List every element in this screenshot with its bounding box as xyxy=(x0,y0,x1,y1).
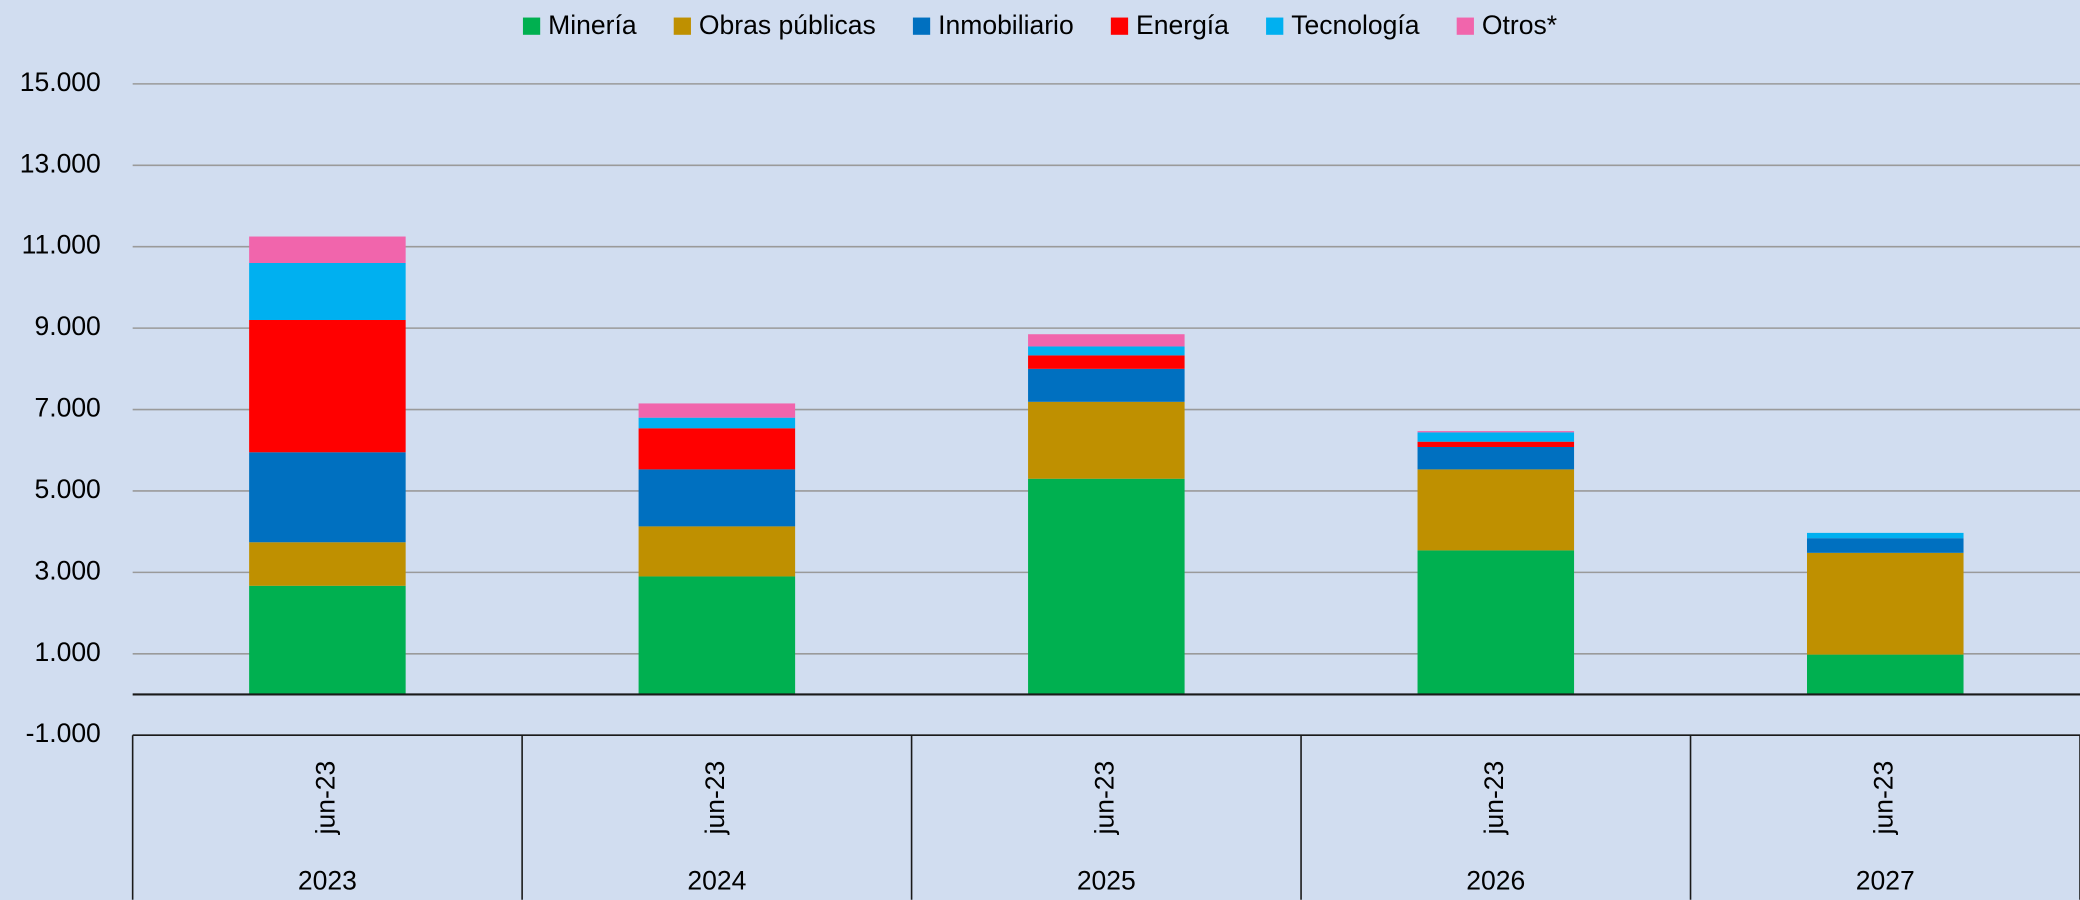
bar-segment xyxy=(1806,552,1964,655)
legend-swatch xyxy=(522,17,541,35)
y-tick-label: 15.000 xyxy=(20,67,101,97)
bar-segment xyxy=(638,526,796,577)
x-tick-label: 2023 xyxy=(298,865,357,895)
bar-segment xyxy=(1417,432,1575,442)
bar-segment xyxy=(638,576,796,695)
x-tick-label: 2024 xyxy=(687,865,746,895)
legend-label: Obras públicas xyxy=(699,10,876,40)
x-tick-label: 2027 xyxy=(1856,865,1915,895)
bar-segment xyxy=(638,469,796,527)
x-tick-label: 2025 xyxy=(1077,865,1136,895)
legend-swatch xyxy=(1456,17,1474,35)
bar-segment xyxy=(249,319,406,453)
y-tick-label: 7.000 xyxy=(34,393,100,423)
legend-label: Energía xyxy=(1136,10,1229,40)
bar-segment xyxy=(249,585,406,695)
y-tick-label: 3.000 xyxy=(34,555,100,585)
bar-segment xyxy=(1028,334,1185,347)
bar-segment xyxy=(1806,538,1964,553)
x-subcategory-label: jun-23 xyxy=(310,761,340,836)
legend-swatch xyxy=(1110,17,1129,35)
legend-label: Minería xyxy=(548,10,637,40)
bar-segment xyxy=(1417,446,1575,470)
x-subcategory-label: jun-23 xyxy=(1479,761,1509,836)
legend-label: Inmobiliario xyxy=(938,10,1074,40)
x-subcategory-label: jun-23 xyxy=(700,761,730,836)
legend-label: Otros* xyxy=(1482,10,1557,40)
bar-segment xyxy=(1028,355,1185,369)
bar-segment xyxy=(1806,654,1964,695)
bar-segment xyxy=(249,236,406,263)
legend-swatch xyxy=(673,17,691,35)
y-tick-label: 11.000 xyxy=(22,230,101,260)
bar-segment xyxy=(638,403,796,418)
bar-segment xyxy=(1417,441,1575,447)
bar-segment xyxy=(1028,401,1185,479)
bar-segment xyxy=(1028,478,1185,695)
legend-label: Tecnología xyxy=(1291,10,1420,40)
y-tick-label: 5.000 xyxy=(34,474,100,504)
legend-swatch xyxy=(912,17,931,35)
y-tick-label: -1.000 xyxy=(26,718,101,748)
bar-segment xyxy=(638,428,796,470)
bar-segment xyxy=(1028,346,1185,356)
y-tick-label: 1.000 xyxy=(34,637,100,667)
bar-segment xyxy=(638,417,796,429)
bar-segment xyxy=(1417,431,1575,433)
legend: Minería Obras públicas Inmobiliario Energía… xyxy=(522,10,1557,40)
legend-swatch xyxy=(1266,17,1284,35)
bar-segment xyxy=(1028,368,1185,402)
y-tick-label: 9.000 xyxy=(34,311,100,341)
bar-segment xyxy=(1417,550,1575,695)
bar-segment xyxy=(1806,532,1964,539)
bar-segment xyxy=(1417,469,1575,551)
x-tick-label: 2026 xyxy=(1466,865,1525,895)
x-subcategory-label: jun-23 xyxy=(1089,761,1119,836)
x-subcategory-label: jun-23 xyxy=(1868,761,1898,836)
y-tick-label: 13.000 xyxy=(20,148,101,178)
bar-segment xyxy=(249,452,406,543)
bar-segment xyxy=(249,542,406,586)
bar-segment xyxy=(249,262,406,320)
